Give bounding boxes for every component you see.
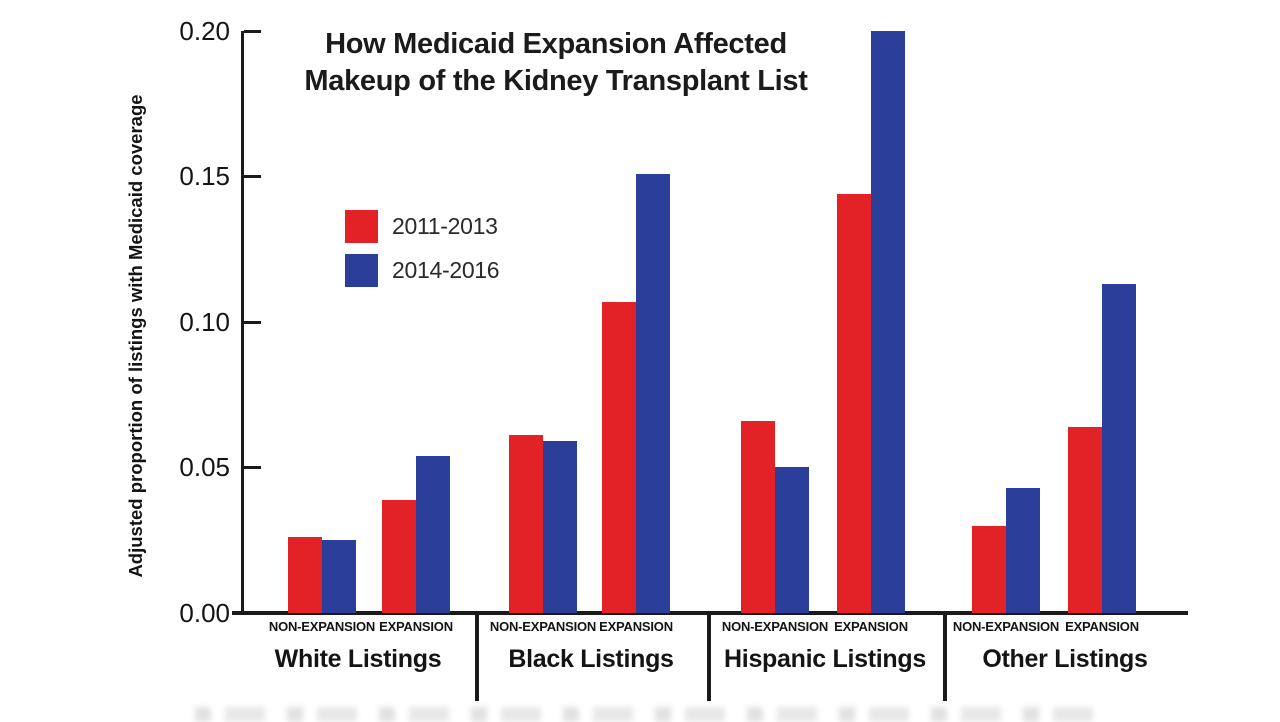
legend-swatch-blue <box>345 254 378 287</box>
bar-2014-2016-Other Listings-NON-EXPANSION <box>1006 488 1040 613</box>
subcategory-label: EXPANSION <box>1065 619 1139 634</box>
legend: 2011-2013 2014-2016 <box>345 210 500 298</box>
y-tick-mark <box>244 321 261 324</box>
chart-title: How Medicaid Expansion Affected Makeup o… <box>256 26 856 100</box>
legend-label: 2011-2013 <box>392 213 498 239</box>
subcategory-label: NON-EXPANSION <box>268 619 376 634</box>
bar-2011-2013-White Listings-EXPANSION <box>382 500 416 613</box>
y-tick-label: 0.00 <box>179 598 230 628</box>
chart-title-line1: How Medicaid Expansion Affected <box>325 28 787 60</box>
legend-swatch-red <box>345 210 378 243</box>
y-tick-label: 0.10 <box>179 307 230 337</box>
cropped-caption-remnant <box>195 707 1105 722</box>
bar-2011-2013-Other Listings-NON-EXPANSION <box>972 526 1006 613</box>
y-tick-mark <box>244 466 261 469</box>
bar-2014-2016-White Listings-NON-EXPANSION <box>322 540 356 613</box>
bar-2014-2016-Black Listings-NON-EXPANSION <box>543 441 577 613</box>
subcategory-label: EXPANSION <box>379 619 453 634</box>
bar-2014-2016-Hispanic Listings-NON-EXPANSION <box>775 467 809 613</box>
group-label: Black Listings <box>508 645 674 673</box>
legend-label: 2014-2016 <box>392 257 500 283</box>
legend-row-2011-2013: 2011-2013 <box>345 210 499 243</box>
chart-title-line2: Makeup of the Kidney Transplant List <box>304 65 808 97</box>
y-axis-title: Adjusted proportion of listings with Med… <box>125 94 146 578</box>
group-label: Other Listings <box>982 645 1148 673</box>
bar-2011-2013-Hispanic Listings-NON-EXPANSION <box>741 421 775 613</box>
group-label: White Listings <box>274 645 442 673</box>
y-tick-label: 0.05 <box>179 452 230 482</box>
bar-2011-2013-White Listings-NON-EXPANSION <box>288 537 322 613</box>
y-axis-line <box>241 31 244 613</box>
y-tick-mark <box>244 175 261 178</box>
subcategory-label: NON-EXPANSION <box>721 619 829 634</box>
bar-2014-2016-White Listings-EXPANSION <box>416 456 450 613</box>
subcategory-label: NON-EXPANSION <box>489 619 597 634</box>
bar-2014-2016-Black Listings-EXPANSION <box>636 174 670 613</box>
bar-2014-2016-Other Listings-EXPANSION <box>1102 284 1136 613</box>
legend-row-2014-2016: 2014-2016 <box>345 254 500 287</box>
group-divider-line <box>707 613 711 701</box>
group-divider-line <box>475 613 479 701</box>
subcategory-label: NON-EXPANSION <box>952 619 1060 634</box>
subcategory-label: EXPANSION <box>834 619 908 634</box>
bar-2014-2016-Hispanic Listings-EXPANSION <box>871 31 905 613</box>
bar-2011-2013-Black Listings-EXPANSION <box>602 302 636 613</box>
group-divider-line <box>943 613 947 701</box>
bar-2011-2013-Black Listings-NON-EXPANSION <box>509 435 543 613</box>
subcategory-label: EXPANSION <box>599 619 673 634</box>
bar-2011-2013-Other Listings-EXPANSION <box>1068 427 1102 613</box>
group-label: Hispanic Listings <box>724 645 926 673</box>
y-tick-label: 0.20 <box>179 16 230 46</box>
bar-2011-2013-Hispanic Listings-EXPANSION <box>837 194 871 613</box>
y-tick-mark <box>244 30 261 33</box>
y-tick-label: 0.15 <box>179 161 230 191</box>
